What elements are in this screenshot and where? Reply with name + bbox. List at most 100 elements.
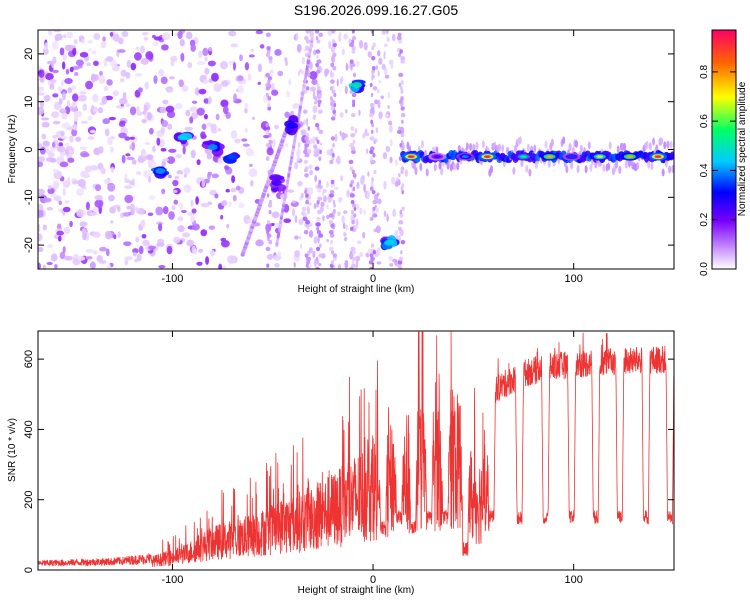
heatmap-cell xyxy=(400,56,406,61)
heatmap-cell xyxy=(148,175,152,184)
heatmap-cell xyxy=(46,261,53,266)
heatmap-cell xyxy=(104,128,110,137)
heatmap-cell xyxy=(110,59,118,68)
heatmap-cell xyxy=(305,45,310,51)
heatmap-cell xyxy=(385,30,389,35)
heatmap-cell xyxy=(331,39,336,44)
heatmap-cell xyxy=(117,231,121,239)
heatmap-cell xyxy=(140,148,146,158)
heatmap-cell xyxy=(51,69,59,74)
heatmap-cell xyxy=(371,189,376,195)
heatmap-cell xyxy=(168,211,175,220)
heatmap-cell xyxy=(265,92,269,98)
heatmap-cell xyxy=(355,259,359,268)
heatmap-cell xyxy=(90,73,96,83)
heatmap-cell xyxy=(135,236,140,243)
heatmap-cell xyxy=(661,168,665,177)
heatmap-cell xyxy=(63,34,67,39)
heatmap-cell xyxy=(201,123,207,130)
heatmap-cell xyxy=(398,72,404,78)
heatmap-cell xyxy=(401,183,405,188)
heatmap-cell xyxy=(335,158,339,163)
heatmap-cell xyxy=(131,159,137,165)
heatmap-cell xyxy=(161,120,169,128)
heatmap-cell xyxy=(348,253,354,258)
y-tick-label: 20 xyxy=(23,48,35,60)
heatmap-cell xyxy=(438,161,442,170)
heatmap-cell xyxy=(377,99,381,109)
heatmap-cell xyxy=(71,93,79,102)
heatmap-cell xyxy=(349,59,354,64)
heatmap-cell xyxy=(370,256,375,262)
heatmap-cell xyxy=(400,106,405,111)
heatmap-cell xyxy=(344,236,348,242)
heatmap-cell xyxy=(158,69,165,77)
heatmap-cell xyxy=(52,120,61,125)
heatmap-cell xyxy=(350,112,356,118)
heatmap-cell xyxy=(326,214,330,220)
heatmap-cell xyxy=(182,145,186,155)
heatmap-cell xyxy=(401,189,404,195)
heatmap-cell xyxy=(308,202,312,206)
heatmap-cell xyxy=(91,231,101,238)
heatmap-cell xyxy=(400,132,405,138)
heatmap-blob xyxy=(384,239,395,246)
heatmap-cell xyxy=(259,44,265,49)
heatmap-cell xyxy=(398,256,404,262)
track-peak-core xyxy=(626,155,634,159)
heatmap-cell xyxy=(72,47,77,56)
heatmap-cell xyxy=(345,224,349,230)
heatmap-cell xyxy=(268,240,273,245)
heatmap-cell xyxy=(387,91,391,99)
heatmap-cell xyxy=(124,259,129,266)
heatmap-cell xyxy=(153,75,158,84)
heatmap-cell xyxy=(94,194,103,201)
heatmap-cell xyxy=(351,99,356,104)
heatmap-cell xyxy=(235,185,241,191)
heatmap-cell xyxy=(77,256,86,261)
heatmap-cell xyxy=(277,70,284,77)
heatmap-cell xyxy=(47,152,55,158)
heatmap-cell xyxy=(59,151,66,157)
heatmap-cell xyxy=(332,109,337,114)
heatmap-cell xyxy=(59,161,69,168)
heatmap-cell xyxy=(363,209,366,216)
heatmap-cell xyxy=(512,166,516,175)
heatmap-cell xyxy=(313,236,318,244)
heatmap-cell xyxy=(166,156,176,165)
colorbar-tick-label: 0.0 xyxy=(699,262,710,276)
heatmap-cell xyxy=(316,226,320,232)
heatmap-cell xyxy=(165,88,174,93)
heatmap-cell xyxy=(350,62,356,68)
heatmap-cell xyxy=(118,132,127,139)
colorbar-frame xyxy=(711,29,737,270)
heatmap-cell xyxy=(208,47,212,52)
heatmap-cell xyxy=(359,207,363,215)
heatmap-cell xyxy=(334,186,339,190)
y-tick-label: -20 xyxy=(23,237,35,253)
heatmap-cell xyxy=(183,167,191,174)
heatmap-cell xyxy=(105,248,110,257)
heatmap-cell xyxy=(241,138,248,142)
heatmap-cell xyxy=(318,156,322,161)
heatmap-cell xyxy=(668,165,672,174)
heatmap-cell xyxy=(79,221,88,227)
heatmap-cell xyxy=(306,205,310,215)
heatmap-cell xyxy=(191,100,198,104)
heatmap-cell xyxy=(207,60,216,67)
heatmap-cell xyxy=(78,35,85,40)
heatmap-blob xyxy=(227,153,238,160)
heatmap-cell xyxy=(348,38,352,44)
heatmap-cell xyxy=(98,75,106,84)
heatmap-cell xyxy=(73,39,78,45)
heatmap-cell xyxy=(257,81,261,85)
heatmap-cell xyxy=(266,193,270,198)
heatmap-cell xyxy=(369,146,375,151)
heatmap-cell xyxy=(59,251,66,260)
heatmap-cell xyxy=(268,56,273,61)
heatmap-cell xyxy=(318,92,322,98)
heatmap-cell xyxy=(214,193,219,199)
heatmap-cell xyxy=(322,188,327,194)
heatmap-cell xyxy=(125,103,131,108)
heatmap-cell xyxy=(352,139,356,145)
